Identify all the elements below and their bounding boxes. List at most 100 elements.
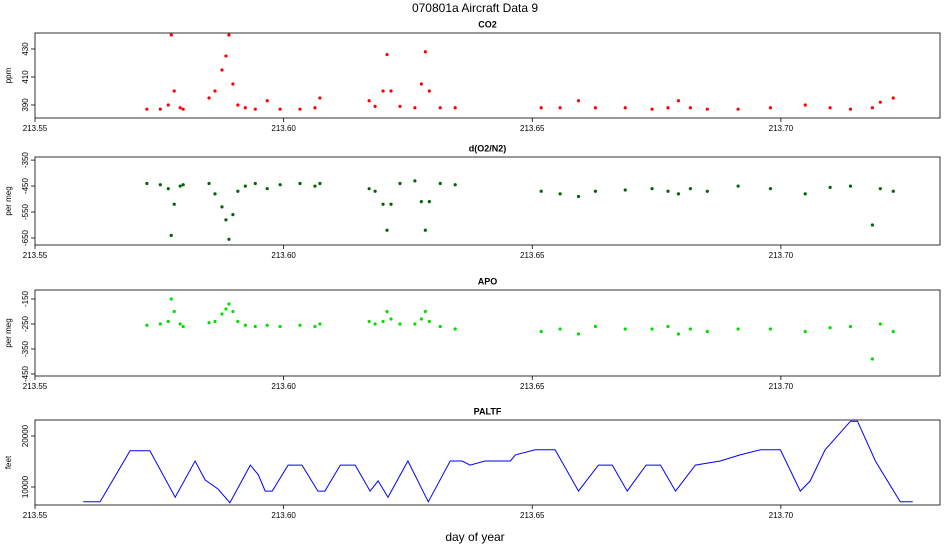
point	[576, 194, 581, 199]
panel-title: CO2	[478, 19, 497, 29]
point	[828, 326, 832, 330]
y-tick-label: -350	[21, 340, 30, 357]
panel-title: PALTF	[474, 406, 502, 416]
point	[236, 103, 240, 107]
point	[666, 106, 670, 110]
y-tick-label: 430	[21, 42, 30, 56]
point	[231, 82, 235, 86]
point	[243, 184, 247, 188]
point	[878, 100, 882, 104]
point	[373, 189, 377, 193]
point	[313, 184, 317, 188]
point	[236, 189, 240, 193]
plot-frame	[34, 156, 941, 246]
point	[381, 89, 385, 93]
y-tick-label: 390	[21, 98, 30, 112]
point	[313, 324, 317, 329]
point	[688, 187, 692, 191]
point	[891, 189, 895, 193]
point	[181, 324, 185, 329]
point	[768, 106, 773, 110]
x-axis-label: day of year	[445, 530, 504, 544]
plot-frame	[34, 289, 941, 377]
point	[803, 103, 807, 107]
line	[83, 420, 913, 504]
point	[650, 327, 654, 331]
point	[389, 202, 393, 206]
point	[891, 329, 895, 334]
point	[389, 89, 393, 93]
point	[385, 228, 389, 232]
point	[227, 237, 231, 241]
point	[373, 104, 377, 108]
y-axis-label: ppm	[4, 67, 13, 83]
point	[768, 327, 773, 331]
point	[576, 99, 581, 103]
point	[166, 319, 170, 324]
point	[623, 327, 627, 331]
point	[385, 52, 389, 57]
point	[231, 309, 235, 314]
point	[367, 187, 371, 191]
point	[870, 106, 874, 110]
y-tick-label: 410	[21, 70, 30, 84]
point	[427, 200, 431, 204]
y-tick-label: 10000	[21, 475, 30, 498]
point	[558, 192, 562, 196]
point	[224, 307, 228, 311]
x-tick-label: 213.55	[23, 511, 48, 520]
point	[398, 181, 402, 186]
point	[828, 185, 832, 189]
point	[438, 106, 442, 110]
point	[803, 192, 807, 196]
point	[593, 189, 598, 193]
point	[389, 317, 393, 321]
point	[688, 106, 692, 110]
point	[318, 181, 322, 186]
y-tick-label: -550	[21, 203, 30, 220]
point	[243, 106, 247, 110]
point	[158, 107, 162, 111]
point	[676, 332, 681, 336]
point	[419, 82, 423, 86]
y-tick-label: -450	[21, 178, 30, 195]
x-tick-label: 213.65	[520, 251, 545, 260]
point	[243, 323, 247, 327]
point	[158, 322, 162, 326]
x-tick-label: 213.60	[271, 511, 296, 520]
point	[650, 107, 654, 111]
point	[220, 205, 224, 209]
point	[220, 68, 224, 72]
x-tick-label: 213.55	[23, 251, 48, 260]
point	[145, 107, 149, 111]
y-tick-label: 20000	[21, 424, 30, 447]
point	[220, 312, 224, 316]
chart-title: 070801a Aircraft Data 9	[412, 1, 538, 15]
point	[558, 327, 562, 331]
point	[423, 228, 427, 232]
point	[213, 89, 217, 93]
point	[381, 202, 385, 206]
point	[231, 213, 235, 217]
point	[878, 187, 882, 191]
x-tick-label: 213.60	[271, 124, 296, 133]
y-tick-label: -150	[21, 290, 30, 307]
point	[878, 322, 882, 326]
x-tick-label: 213.65	[520, 511, 545, 520]
point	[539, 329, 543, 334]
x-tick-label: 213.65	[520, 382, 545, 391]
point	[768, 187, 773, 191]
point	[558, 106, 562, 110]
point	[207, 96, 211, 100]
panel-title: APO	[478, 276, 498, 286]
point	[705, 107, 709, 111]
point	[688, 327, 692, 331]
point	[166, 187, 170, 191]
y-axis-label: per meg	[4, 186, 13, 215]
point	[423, 309, 427, 314]
point	[593, 324, 598, 329]
point	[278, 324, 282, 329]
point	[253, 181, 257, 186]
point	[169, 233, 173, 237]
